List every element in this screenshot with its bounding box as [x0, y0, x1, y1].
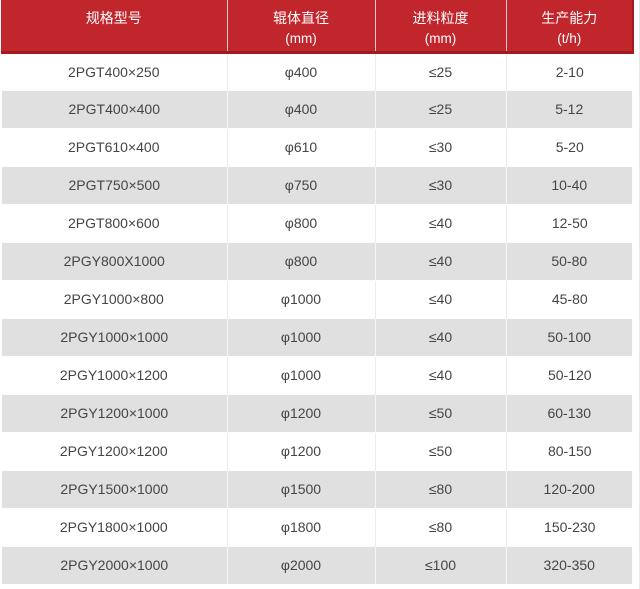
- header-label: 生产能力: [541, 10, 598, 26]
- table-cell: 2PGT400×400: [0, 89, 228, 129]
- table-cell: 2PGY1000×1000: [0, 317, 228, 357]
- table-cell: φ1200: [227, 393, 376, 433]
- table-cell: φ1500: [227, 469, 376, 509]
- table-cell: ≤25: [375, 52, 507, 90]
- table-cell: 45-80: [506, 280, 633, 318]
- header-cell-model: 规格型号: [1, 0, 228, 54]
- table-row: 2PGY1200×1200 φ1200 ≤50 80-150: [1, 432, 633, 470]
- table-cell: φ2000: [227, 545, 376, 585]
- table-cell: 2PGT750×500: [0, 165, 228, 205]
- table-cell: 2PGY800X1000: [0, 241, 228, 281]
- table-cell: ≤25: [375, 89, 507, 129]
- table-row: 2PGY1200×1000 φ1200 ≤50 60-130: [0, 393, 634, 433]
- table-row: 2PGY1000×1200 φ1000 ≤40 50-120: [1, 356, 633, 394]
- table-cell: 2PGT610×400: [1, 128, 228, 166]
- table-cell: 50-120: [506, 356, 633, 394]
- table-cell: ≤100: [375, 545, 507, 585]
- table-row: 2PGY1500×1000 φ1500 ≤80 120-200: [0, 469, 634, 509]
- header-label: 进料粒度: [412, 10, 469, 26]
- table-cell: 5-12: [506, 89, 634, 129]
- header-cell-roller-diameter: 辊体直径 (mm): [227, 0, 376, 54]
- table-cell: 2PGY1000×1200: [1, 356, 228, 394]
- table-cell: 2PGT400×250: [1, 52, 228, 90]
- table-cell: 2PGY1200×1200: [1, 432, 228, 470]
- table-cell: ≤50: [375, 432, 507, 470]
- table-cell: 60-130: [506, 393, 634, 433]
- table-cell: 50-100: [506, 317, 634, 357]
- table-row: 2PGY1000×1000 φ1000 ≤40 50-100: [0, 317, 634, 357]
- table-cell: φ1000: [227, 317, 376, 357]
- table-cell: 2PGY1500×1000: [0, 469, 228, 509]
- table-cell: φ400: [227, 52, 376, 90]
- table-row: 2PGT800×600 φ800 ≤40 12-50: [1, 204, 633, 242]
- table-cell: 2-10: [506, 52, 633, 90]
- table-cell: φ750: [227, 165, 376, 205]
- table-cell: 120-200: [506, 469, 634, 509]
- header-cell-feed-size: 进料粒度 (mm): [375, 0, 507, 54]
- table-row: 2PGT750×500 φ750 ≤30 10-40: [0, 165, 634, 205]
- table-cell: φ1000: [227, 356, 376, 394]
- table-cell: ≤50: [375, 393, 507, 433]
- table-cell: ≤40: [375, 280, 507, 318]
- table-cell: φ800: [227, 204, 376, 242]
- table-cell: 150-230: [506, 508, 633, 546]
- table-row: 2PGT610×400 φ610 ≤30 5-20: [1, 128, 633, 166]
- table-cell: 80-150: [506, 432, 633, 470]
- table-cell: 2PGY1800×1000: [1, 508, 228, 546]
- table-cell: 320-350: [506, 545, 634, 585]
- table-cell: φ610: [227, 128, 376, 166]
- table-cell: φ1000: [227, 280, 376, 318]
- header-label: 辊体直径: [273, 10, 329, 26]
- table-cell: ≤30: [375, 128, 507, 166]
- table-cell: φ1200: [227, 432, 376, 470]
- table-cell: 10-40: [506, 165, 634, 205]
- table-cell: ≤40: [375, 204, 507, 242]
- table-cell: 2PGY2000×1000: [0, 545, 228, 585]
- table-row: 2PGY800X1000 φ800 ≤40 50-80: [0, 241, 634, 281]
- table-cell: φ400: [227, 89, 376, 129]
- header-unit: (mm): [424, 31, 457, 46]
- table-cell: ≤80: [375, 469, 507, 509]
- table-row: 2PGT400×250 φ400 ≤25 2-10: [1, 52, 633, 90]
- table-cell: 2PGY1000×800: [1, 280, 228, 318]
- header-unit: (mm): [285, 31, 317, 46]
- table-row: 2PGY1000×800 φ1000 ≤40 45-80: [1, 280, 633, 318]
- header-label: 规格型号: [85, 10, 142, 26]
- header-unit: (t/h): [557, 31, 582, 46]
- table-row: 2PGT400×400 φ400 ≤25 5-12: [0, 89, 634, 129]
- table-row: 2PGY1800×1000 φ1800 ≤80 150-230: [1, 508, 633, 546]
- table-cell: ≤40: [375, 356, 507, 394]
- table-cell: ≤80: [375, 508, 507, 546]
- table-header-row: 规格型号 辊体直径 (mm) 进料粒度 (mm) 生产能力 (t/h): [1, 0, 634, 54]
- table-cell: ≤40: [375, 241, 507, 281]
- table-row: 2PGY2000×1000 φ2000 ≤100 320-350: [0, 545, 634, 585]
- table-cell: 12-50: [506, 204, 633, 242]
- table-cell: 50-80: [506, 241, 634, 281]
- table-cell: ≤40: [375, 317, 507, 357]
- table-cell: 2PGT800×600: [1, 204, 228, 242]
- table-cell: φ800: [227, 241, 376, 281]
- table-cell: 5-20: [506, 128, 633, 166]
- table-cell: ≤30: [375, 165, 507, 205]
- header-cell-capacity: 生产能力 (t/h): [506, 0, 634, 54]
- table-cell: 2PGY1200×1000: [0, 393, 228, 433]
- table-cell: φ1800: [227, 508, 376, 546]
